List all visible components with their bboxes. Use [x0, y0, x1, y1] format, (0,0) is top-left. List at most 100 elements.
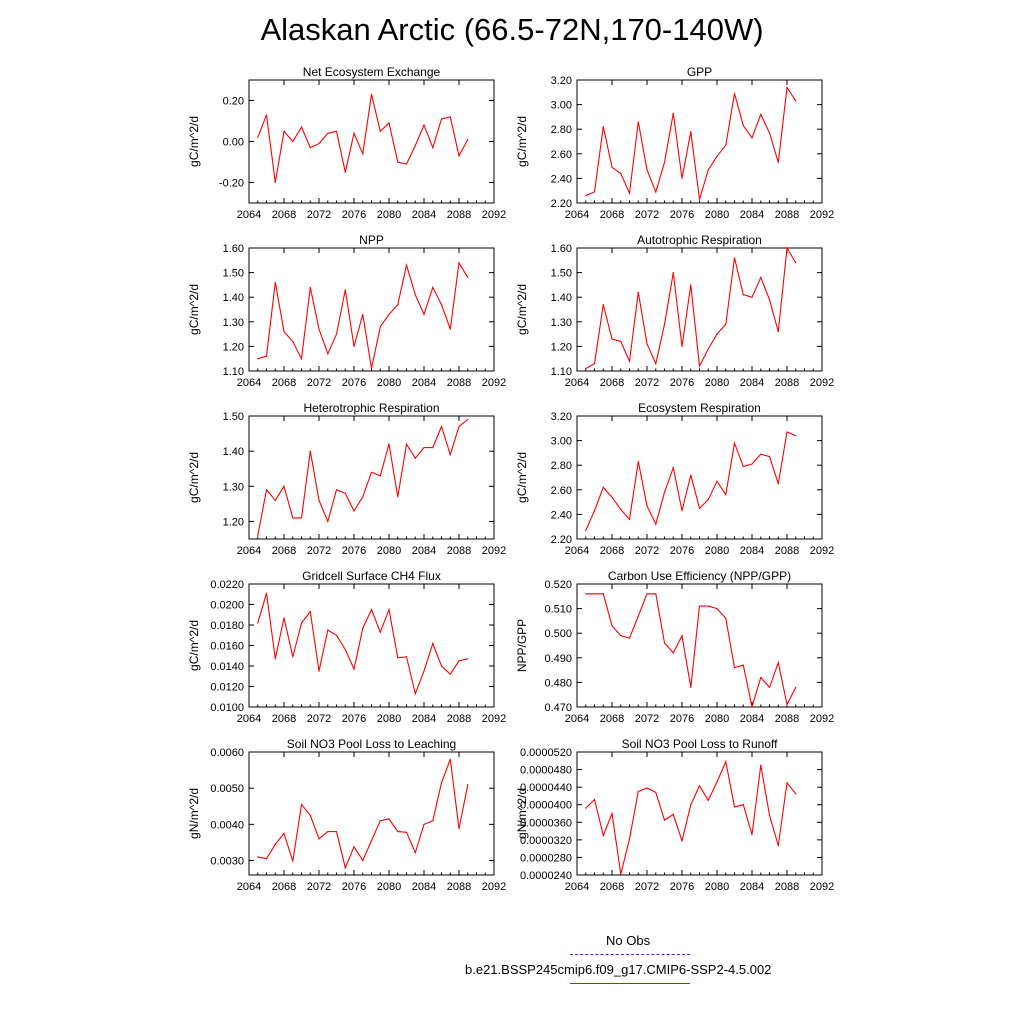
data-point	[628, 838, 631, 840]
x-tick-label: 2064	[565, 545, 589, 557]
series-line	[585, 431, 797, 531]
x-tick-label: 2068	[272, 545, 296, 557]
data-point	[458, 660, 460, 662]
chart-panel: Soil NO3 Pool Loss to Runoff gN/m^2/d 2064…	[515, 737, 834, 893]
y-axis-label: gN/m^2/d	[515, 788, 529, 839]
x-tick-label: 2068	[600, 209, 624, 221]
data-point	[397, 830, 399, 833]
y-tick-label: 1.40	[223, 292, 244, 304]
data-point	[777, 331, 779, 333]
x-tick-label: 2072	[635, 881, 659, 893]
y-tick-label: 1.60	[551, 243, 572, 255]
data-point	[344, 289, 346, 291]
data-point	[414, 294, 416, 296]
data-point	[672, 813, 674, 815]
data-point	[681, 510, 683, 512]
plot-frame	[576, 751, 823, 876]
data-point	[655, 523, 657, 525]
y-tick-label: 1.40	[223, 446, 244, 458]
data-point	[397, 303, 399, 306]
data-point	[257, 856, 259, 858]
x-tick-label: 2092	[482, 713, 506, 725]
y-tick-label: 2.20	[551, 534, 572, 546]
data-point	[265, 355, 268, 357]
data-point	[663, 819, 666, 821]
y-tick-label: 0.0000320	[520, 835, 572, 847]
data-point	[292, 517, 294, 519]
data-point	[716, 480, 718, 482]
y-tick-label: 1.30	[223, 481, 244, 493]
x-tick-label: 2072	[307, 545, 331, 557]
y-tick-label: 0.480	[544, 677, 572, 689]
data-point	[423, 447, 425, 449]
data-point	[335, 634, 338, 636]
data-point	[318, 499, 320, 501]
chart-title: Autotrophic Respiration	[637, 233, 762, 247]
data-point	[733, 257, 736, 259]
x-tick-label: 2092	[482, 209, 506, 221]
data-point	[274, 181, 276, 184]
x-tick-label: 2068	[600, 377, 624, 389]
data-point	[440, 303, 443, 306]
data-point	[300, 358, 303, 360]
data-point	[751, 833, 753, 836]
y-tick-label: 1.50	[551, 268, 572, 280]
x-tick-label: 2084	[412, 881, 436, 893]
data-point	[335, 333, 338, 335]
x-tick-label: 2076	[342, 881, 366, 893]
data-point	[795, 100, 797, 102]
data-point	[690, 804, 692, 806]
x-tick-label: 2064	[565, 713, 589, 725]
x-tick-label: 2084	[740, 713, 764, 725]
data-point	[423, 313, 425, 316]
data-point	[672, 272, 674, 274]
data-point	[292, 656, 294, 658]
x-tick-label: 2076	[342, 209, 366, 221]
data-point	[768, 686, 771, 688]
data-point	[423, 670, 425, 672]
data-point	[760, 676, 762, 679]
data-point	[292, 860, 294, 862]
chart-title: Carbon Use Efficiency (NPP/GPP)	[608, 569, 791, 583]
data-point	[751, 706, 753, 708]
data-point	[593, 363, 596, 365]
data-point	[602, 486, 604, 488]
y-axis-label: NPP/GPP	[515, 619, 529, 672]
y-tick-label: 2.40	[551, 173, 572, 185]
y-tick-label: 2.40	[551, 509, 572, 521]
y-tick-label: 0.0060	[210, 747, 244, 759]
data-point	[725, 144, 727, 146]
data-point	[716, 781, 718, 783]
chart-title: Soil NO3 Pool Loss to Leaching	[287, 737, 456, 751]
data-point	[300, 622, 303, 624]
data-point	[467, 276, 469, 279]
data-point	[733, 667, 736, 669]
x-tick-label: 2064	[237, 209, 261, 221]
data-point	[283, 617, 285, 619]
data-point	[602, 303, 604, 306]
y-tick-label: 2.80	[551, 124, 572, 136]
data-point	[467, 658, 469, 660]
data-point	[698, 507, 701, 509]
chart-title: Gridcell Surface CH4 Flux	[302, 569, 441, 583]
x-tick-label: 2072	[307, 209, 331, 221]
chart-panel: Ecosystem Respiration gC/m^2/d 2064 2068 207…	[515, 401, 834, 557]
data-point	[335, 830, 338, 833]
data-point	[432, 642, 434, 645]
data-point	[795, 435, 797, 437]
data-point	[353, 132, 355, 134]
data-point	[681, 345, 683, 347]
x-tick-label: 2076	[670, 209, 694, 221]
data-point	[716, 155, 718, 157]
data-point	[760, 276, 762, 279]
data-point	[467, 783, 469, 786]
y-tick-label: 0.0100	[210, 702, 244, 714]
data-point	[467, 418, 469, 421]
data-point	[611, 496, 613, 498]
data-point	[777, 662, 779, 664]
y-tick-label: 0.0050	[210, 783, 244, 795]
y-axis-label: gC/m^2/d	[187, 116, 201, 167]
chart-panel: Carbon Use Efficiency (NPP/GPP) NPP/GPP 20…	[515, 569, 834, 725]
chart-panel: Gridcell Surface CH4 Flux gC/m^2/d 2064 206…	[187, 569, 506, 725]
data-point	[637, 460, 639, 463]
